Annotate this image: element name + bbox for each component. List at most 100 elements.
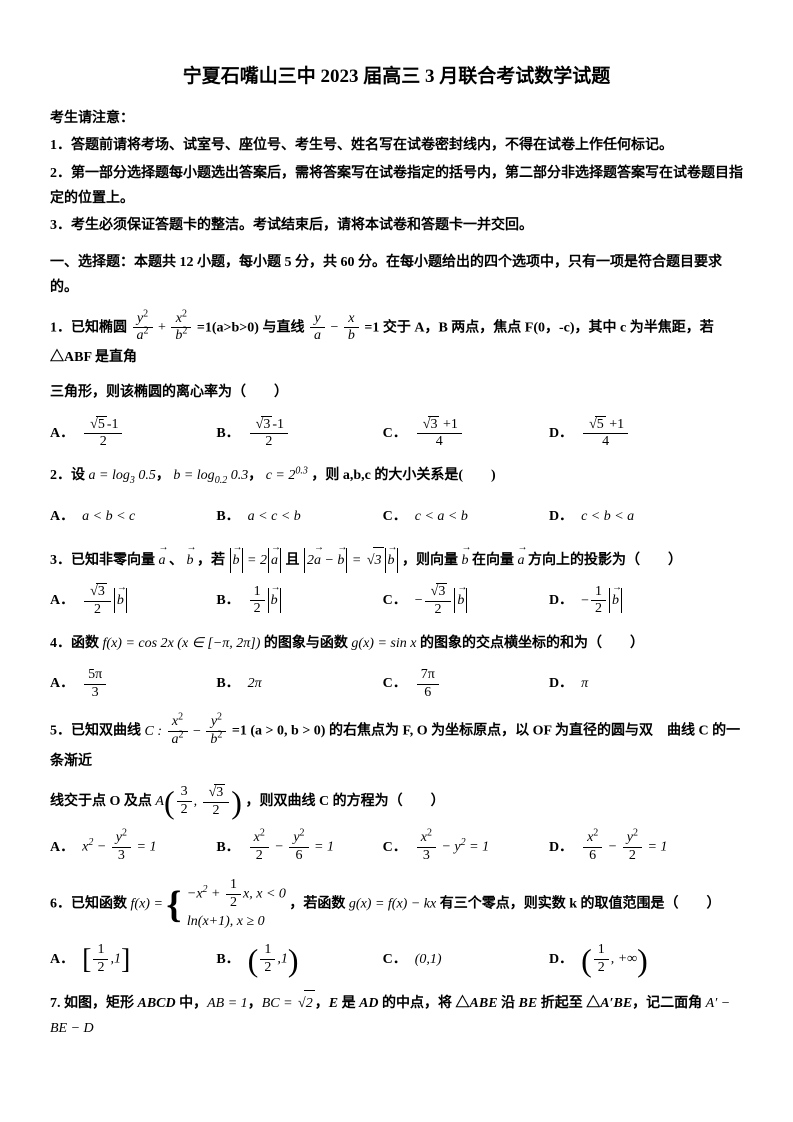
q3-opt-a: A． 32b	[50, 581, 216, 621]
q1-line: ya − xb	[308, 320, 364, 335]
q6-opt-a: A． [12,1]	[50, 940, 216, 980]
q2-opt-d: D． c < b < a	[549, 497, 715, 537]
q6-opt-c: C． (0,1)	[383, 940, 549, 980]
q4-vb: 2π	[248, 671, 262, 696]
q6-pre: 6．已知函数	[50, 897, 131, 912]
q1-options: A． 5-12 B． 3-12 C． 3 +14 D． 5 +14	[50, 413, 743, 453]
q1-line-eq: =1	[364, 320, 379, 335]
q6-opt-d: D． (12, +∞)	[549, 940, 715, 980]
q2-opt-a: A． a < b < c	[50, 497, 216, 537]
q6-lc: C．	[383, 947, 407, 972]
opt-label-a: A．	[50, 421, 74, 446]
q5-lb: B．	[216, 835, 239, 860]
q3-opt-c: C． −32b	[383, 581, 549, 621]
q4-opt-a: A． 5π3	[50, 664, 216, 704]
q6-ld: D．	[549, 947, 573, 972]
q3-ld: D．	[549, 588, 573, 613]
q3-m3: 且	[285, 553, 303, 568]
q2-pre: 2．设	[50, 468, 89, 483]
q2-vc: c < a < b	[415, 504, 468, 529]
q6-opt-b: B． (12,1)	[216, 940, 382, 980]
q5-la: A．	[50, 835, 74, 860]
q3-m4: ，则向量	[402, 553, 462, 568]
q4-options: A． 5π3 B． 2π C． 7π6 D． π	[50, 664, 743, 704]
q7: 7. 如图，矩形 ABCD 中，AB = 1，BC = 2，E 是 AD 的中点…	[50, 990, 743, 1041]
q5-lc: C．	[383, 835, 407, 860]
q6-vc: (0,1)	[415, 947, 442, 972]
q3-m1: 、	[169, 553, 183, 568]
q4-mid: 的图象与函数	[264, 636, 352, 651]
instructions-line3: 3．考生必须保证答题卡的整洁。考试结束后，请将本试卷和答题卡一并交回。	[50, 213, 743, 238]
q4-opt-b: B． 2π	[216, 664, 382, 704]
q5-options: A． x2 − y23 = 1 B． x22 − y26 = 1 C． x23 …	[50, 827, 743, 867]
instructions-line2: 2．第一部分选择题每小题选出答案后，需将答案写在试卷指定的括号内，第二部分非选择…	[50, 161, 743, 211]
q4-lb: B．	[216, 671, 239, 696]
q2-vb: a < c < b	[248, 504, 301, 529]
q5-ld: D．	[549, 835, 573, 860]
q3-opt-d: D． −12b	[549, 581, 715, 621]
q3-lb: B．	[216, 588, 239, 613]
q3-lc: C．	[383, 588, 407, 613]
q6-piecewise: −x2 + 12x, x < 0 ln(x+1), x ≥ 0	[187, 877, 286, 931]
q5-pre: 5．已知双曲线	[50, 724, 145, 739]
q1-ellipse: y2a2 + x2b2	[131, 320, 197, 335]
q4-opt-c: C． 7π6	[383, 664, 549, 704]
q2-lb: B．	[216, 504, 239, 529]
q6: 6．已知函数 f(x) = { −x2 + 12x, x < 0 ln(x+1)…	[50, 877, 743, 931]
q2-post: ，则 a,b,c 的大小关系是( )	[311, 468, 495, 483]
q3-pre: 3．已知非零向量	[50, 553, 159, 568]
q5-cond: =1 (a > 0, b > 0)	[232, 724, 326, 739]
q1-opt-a: A． 5-12	[50, 413, 216, 453]
q2-opt-b: B． a < c < b	[216, 497, 382, 537]
q5-opt-d: D． x26 − y22 = 1	[549, 827, 715, 867]
q5: 5．已知双曲线 C : x2a2 − y2b2 =1 (a > 0, b > 0…	[50, 714, 743, 774]
q3-options: A． 32b B． 12b C． −32b D． −12b	[50, 581, 743, 621]
instructions-block: 考生请注意： 1．答题前请将考场、试室号、座位号、考生号、姓名写在试卷密封线内，…	[50, 106, 743, 238]
q1-mid: 与直线	[262, 320, 308, 335]
q3-la: A．	[50, 588, 74, 613]
q1-line2: 三角形，则该椭圆的离心率为（ ）	[50, 380, 743, 405]
q1-ellipse-eq: =1(a>b>0)	[197, 320, 259, 335]
q2-vd: c < b < a	[581, 504, 634, 529]
q6-la: A．	[50, 947, 74, 972]
q1-opt-d: D． 5 +14	[549, 413, 715, 453]
q5-l2post: ，则双曲线 C 的方程为（ ）	[245, 794, 444, 809]
section1-head: 一、选择题：本题共 12 小题，每小题 5 分，共 60 分。在每小题给出的四个…	[50, 250, 743, 300]
instructions-head: 考生请注意：	[50, 106, 743, 131]
q2-opt-c: C．c < a < b	[383, 497, 549, 537]
q5-l2pre: 线交于点 O 及点	[50, 794, 155, 809]
q1: 1．已知椭圆 y2a2 + x2b2 =1(a>b>0) 与直线 ya − xb…	[50, 311, 743, 371]
q2-ld: D．	[549, 504, 573, 529]
q5-line2: 线交于点 O 及点 A(32, 32) ，则双曲线 C 的方程为（ ）	[50, 784, 743, 820]
q4-pre: 4．函数	[50, 636, 103, 651]
page-title: 宁夏石嘴山三中 2023 届高三 3 月联合考试数学试题	[50, 60, 743, 94]
q6-post: 有三个零点，则实数 k 的取值范围是（ ）	[440, 897, 721, 912]
q3: 3．已知非零向量 a 、 b ，若 b = 2a 且 2a − b = 3b ，…	[50, 547, 743, 573]
q2: 2．设 a = log3 0.5， b = log0.2 0.3， c = 20…	[50, 463, 743, 488]
opt-label-b: B．	[216, 421, 239, 446]
opt-label-d: D．	[549, 421, 573, 446]
q2-la: A．	[50, 504, 74, 529]
q2-va: a < b < c	[82, 504, 135, 529]
q1-pre: 1．已知椭圆	[50, 320, 131, 335]
q4-post: 的图象的交点横坐标的和为（ ）	[420, 636, 644, 651]
instructions-line1: 1．答题前请将考场、试室号、座位号、考生号、姓名写在试卷密封线内，不得在试卷上作…	[50, 133, 743, 158]
q4-lc: C．	[383, 671, 407, 696]
opt-label-c: C．	[383, 421, 407, 446]
q3-post: 方向上的投影为（ ）	[528, 553, 682, 568]
q4: 4．函数 f(x) = cos 2x (x ∈ [−π, 2π]) 的图象与函数…	[50, 631, 743, 656]
q1-opt-c: C． 3 +14	[383, 413, 549, 453]
q3-opt-b: B． 12b	[216, 581, 382, 621]
q6-options: A． [12,1] B． (12,1) C． (0,1) D． (12, +∞)	[50, 940, 743, 980]
q5-opt-b: B． x22 − y26 = 1	[216, 827, 382, 867]
q1-opt-b: B． 3-12	[216, 413, 382, 453]
q4-la: A．	[50, 671, 74, 696]
q5-opt-c: C． x23 − y2 = 1	[383, 827, 549, 867]
q6-mid: ，若函数	[289, 897, 349, 912]
q2-options: A． a < b < c B． a < c < b C．c < a < b D． c …	[50, 497, 743, 537]
q3-m2: ，若	[197, 553, 229, 568]
q4-vd: π	[581, 671, 588, 696]
q4-opt-d: D． π	[549, 664, 715, 704]
q4-ld: D．	[549, 671, 573, 696]
q5-opt-a: A． x2 − y23 = 1	[50, 827, 216, 867]
